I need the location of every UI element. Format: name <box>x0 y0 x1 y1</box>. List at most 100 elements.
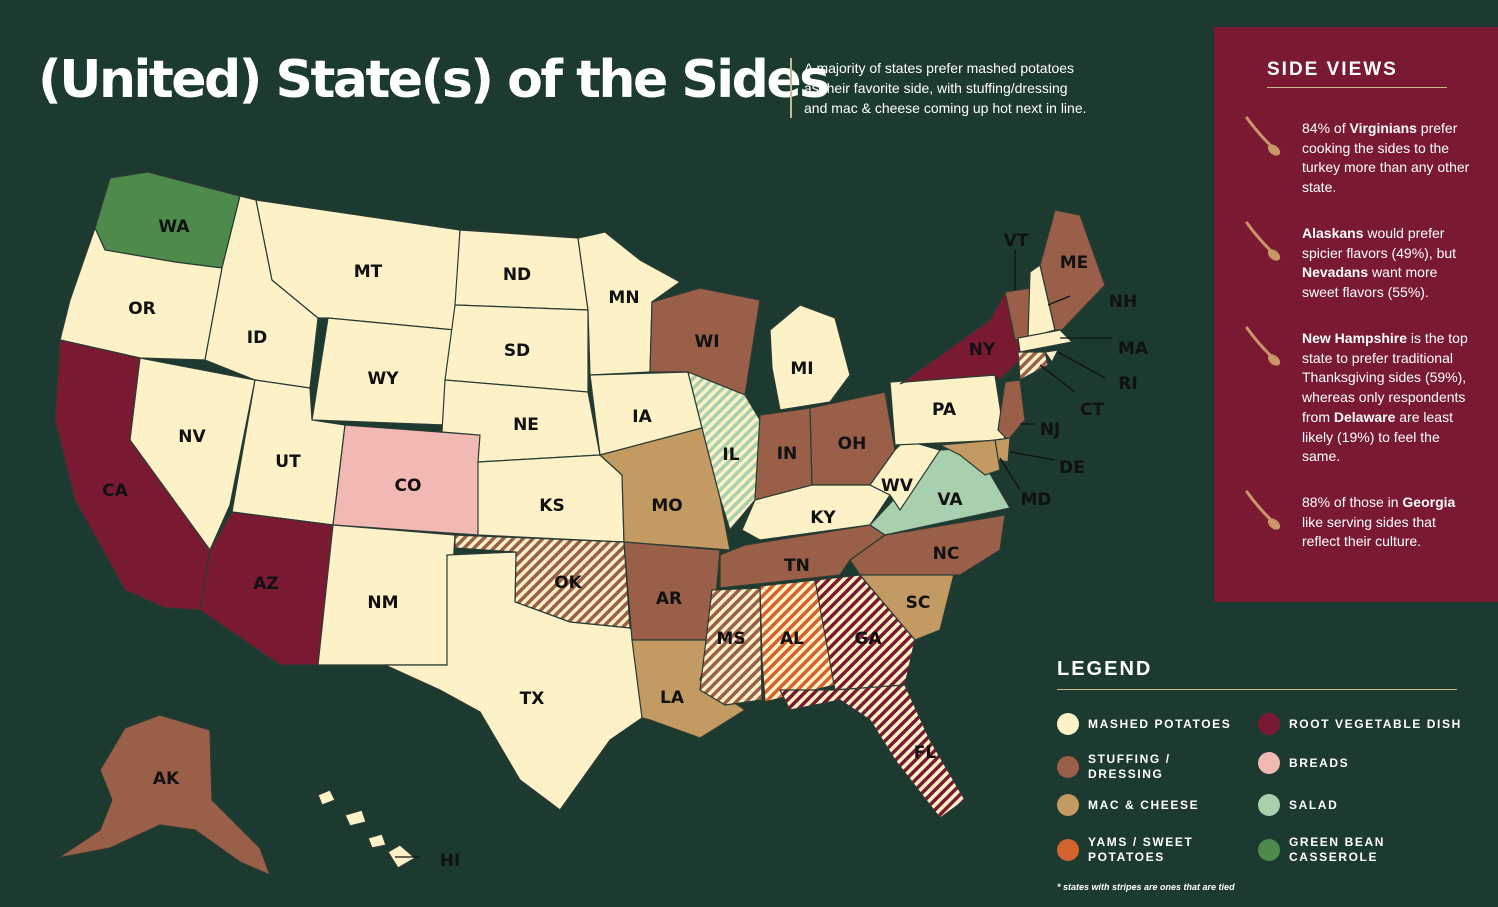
state-label-nj: NJ <box>1040 420 1061 440</box>
fact-text: want more sweet flavors (55%). <box>1302 264 1438 301</box>
state-ma <box>1017 329 1074 353</box>
page-title: (United) State(s) of the Sides <box>38 50 830 110</box>
state-label-la: LA <box>660 688 685 708</box>
legend-item-root-vegetable-dish: ROOT VEGETABLE DISH <box>1258 713 1479 735</box>
spoon-icon <box>1244 325 1284 374</box>
state-mi <box>769 304 851 411</box>
state-label-nc: NC <box>933 544 960 564</box>
state-label-oh: OH <box>838 434 867 454</box>
state-label-id: ID <box>247 328 267 348</box>
legend-label: GREEN BEAN CASSEROLE <box>1289 835 1386 864</box>
state-label-ky: KY <box>810 508 836 528</box>
side-fact-text: 88% of those in Georgia like serving sid… <box>1302 493 1472 552</box>
state-tx <box>384 551 643 811</box>
state-label-tn: TN <box>784 556 810 576</box>
state-ak <box>57 714 272 877</box>
subtitle: A majority of states prefer mashed potat… <box>790 58 1104 118</box>
legend-swatch <box>1258 713 1280 735</box>
fact-highlight: Georgia <box>1402 494 1456 510</box>
side-fact-text: New Hampshire is the top state to prefer… <box>1302 329 1472 467</box>
state-label-ks: KS <box>539 496 564 516</box>
legend-label: MASHED POTATOES <box>1088 716 1232 731</box>
fact-text: 84% of <box>1302 120 1350 136</box>
state-label-wi: WI <box>694 332 719 352</box>
subtitle-line: A majority of states prefer mashed potat… <box>804 60 1075 76</box>
state-ct <box>1017 351 1049 381</box>
state-label-ak: AK <box>153 769 180 789</box>
state-label-ms: MS <box>716 629 745 649</box>
state-label-wv: WV <box>881 476 914 496</box>
legend-item-stuffing-dressing: STUFFING / DRESSING <box>1057 752 1248 782</box>
de-leader-line <box>1009 451 1056 461</box>
state-label-al: AL <box>780 629 804 649</box>
state-wv <box>869 439 941 512</box>
fact-highlight: Alaskans <box>1302 225 1364 241</box>
state-label-ga: GA <box>854 629 882 649</box>
state-label-va: VA <box>937 490 963 510</box>
state-label-in: IN <box>777 444 798 464</box>
fact-text: are least likely (19%) to feel the same. <box>1302 408 1453 465</box>
legend-item-mac-cheese: MAC & CHEESE <box>1057 794 1248 816</box>
side-fact-text: Alaskans would prefer spicier flavors (4… <box>1302 224 1472 303</box>
legend-item-breads: BREADS <box>1258 752 1479 774</box>
legend-item-yams-sweet-potatoes: YAMS / SWEET POTATOES <box>1057 835 1248 865</box>
fact-highlight: Nevadans <box>1302 264 1369 281</box>
legend-swatch <box>1258 794 1280 816</box>
us-map: WA OR CA NV ID MT WY UT AZ CO NM ND SD NE KS OK TX MN IA MO… <box>54 171 1149 877</box>
fact-highlight: Delaware <box>1333 408 1396 425</box>
legend-item-green-bean-casserole: GREEN BEAN CASSEROLE <box>1258 835 1479 865</box>
subtitle-line: as their favorite side, with stuffing/dr… <box>804 80 1068 96</box>
legend-label: MAC & CHEESE <box>1088 797 1200 812</box>
fact-text: would prefer spicier flavors (49%), but <box>1302 225 1457 261</box>
state-md <box>937 439 1001 476</box>
spoon-icon <box>1244 115 1284 164</box>
state-label-ma: MA <box>1118 339 1149 359</box>
state-label-sc: SC <box>906 593 931 613</box>
legend-label: YAMS / SWEET POTATOES <box>1088 835 1194 864</box>
side-views-panel: SIDE VIEWS 84% of Virginians prefer cook… <box>1214 27 1498 602</box>
state-label-me: ME <box>1060 253 1089 273</box>
state-label-co: CO <box>395 476 422 496</box>
state-label-az: AZ <box>253 574 278 594</box>
state-label-nv: NV <box>178 427 206 447</box>
state-label-nd: ND <box>503 265 531 285</box>
state-me <box>1039 209 1106 331</box>
legend-swatch <box>1258 752 1280 774</box>
ri-leader-line <box>1057 351 1106 379</box>
legend-item-salad: SALAD <box>1258 794 1479 816</box>
legend-label: BREADS <box>1289 755 1350 770</box>
state-label-ny: NY <box>969 340 996 360</box>
state-label-ar: AR <box>656 589 682 609</box>
state-ky <box>741 484 891 541</box>
fact-highlight: Virginians <box>1349 120 1417 136</box>
legend-item-mashed-potatoes: MASHED POTATOES <box>1057 713 1248 735</box>
state-label-ne: NE <box>513 415 539 435</box>
state-label-mn: MN <box>608 288 639 308</box>
legend-swatch <box>1057 839 1079 861</box>
state-label-ri: RI <box>1118 374 1137 394</box>
state-label-hi: HI <box>440 851 461 871</box>
ct-leader-line <box>1039 364 1076 393</box>
state-label-wa: WA <box>158 217 190 237</box>
side-views-title: SIDE VIEWS <box>1267 59 1447 88</box>
legend-swatch <box>1057 756 1079 778</box>
legend-label: ROOT VEGETABLE DISH <box>1289 716 1462 731</box>
state-label-ut: UT <box>275 452 301 472</box>
legend-title: LEGEND <box>1057 658 1457 690</box>
side-fact-text: 84% of Virginians prefer cooking the sid… <box>1302 119 1472 198</box>
state-ny <box>899 290 1026 385</box>
state-label-tx: TX <box>520 689 545 709</box>
state-label-wy: WY <box>367 369 399 389</box>
legend-label: SALAD <box>1289 797 1339 812</box>
fact-text: prefer cooking the sides to the turkey m… <box>1302 120 1470 196</box>
state-label-fl: FL <box>914 743 937 763</box>
fact-highlight: New Hampshire <box>1302 330 1408 346</box>
state-label-mt: MT <box>354 262 383 282</box>
state-label-ct: CT <box>1080 400 1104 420</box>
state-label-or: OR <box>128 299 156 319</box>
nh-leader-line <box>1047 295 1071 306</box>
fact-text: like serving sides that reflect their cu… <box>1302 513 1436 550</box>
state-label-nm: NM <box>367 593 398 613</box>
state-nj <box>997 379 1026 441</box>
legend-swatch <box>1258 839 1280 861</box>
